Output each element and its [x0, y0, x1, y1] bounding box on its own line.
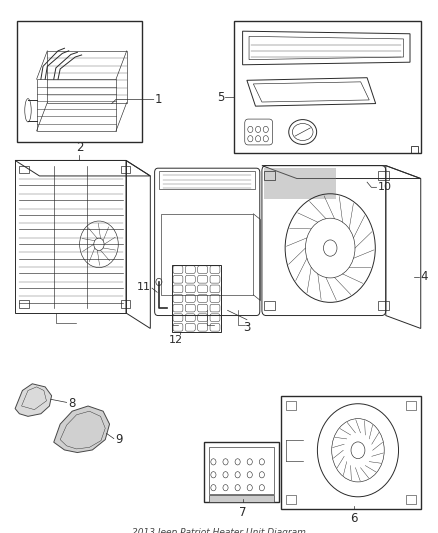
Bar: [161, 214, 253, 295]
Bar: [378, 171, 389, 180]
Bar: [264, 301, 275, 310]
Polygon shape: [15, 384, 52, 416]
Text: 8: 8: [68, 397, 75, 410]
Bar: [406, 401, 417, 410]
Text: 12: 12: [169, 335, 183, 345]
Text: 7: 7: [239, 506, 246, 519]
Bar: [411, 146, 418, 152]
Text: 2: 2: [76, 141, 83, 154]
Text: 5: 5: [217, 91, 224, 104]
Bar: [17, 21, 142, 142]
Polygon shape: [54, 406, 110, 453]
Bar: [281, 395, 421, 510]
Text: 6: 6: [350, 512, 358, 525]
Bar: [286, 495, 296, 504]
Bar: [120, 300, 130, 308]
Bar: [172, 265, 221, 332]
Bar: [159, 171, 255, 189]
Bar: [264, 168, 336, 199]
Text: 10: 10: [378, 182, 392, 192]
Text: 11: 11: [137, 282, 151, 292]
Bar: [286, 401, 296, 410]
Text: 9: 9: [115, 433, 123, 446]
Bar: [378, 301, 389, 310]
Bar: [406, 495, 417, 504]
Bar: [209, 447, 274, 494]
Text: 4: 4: [420, 270, 427, 283]
Text: 1: 1: [155, 93, 162, 106]
Bar: [209, 496, 274, 502]
Text: 2013 Jeep Patriot Heater Unit Diagram: 2013 Jeep Patriot Heater Unit Diagram: [132, 528, 306, 533]
Bar: [264, 171, 275, 180]
Bar: [234, 21, 421, 152]
Bar: [204, 442, 279, 502]
Text: 3: 3: [243, 321, 251, 334]
Bar: [19, 300, 29, 308]
Bar: [19, 166, 29, 173]
Bar: [120, 166, 130, 173]
